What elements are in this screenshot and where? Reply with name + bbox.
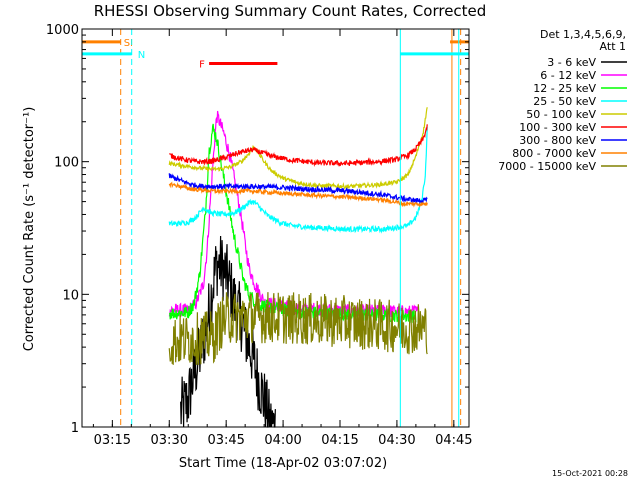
legend-label: 300 - 800 keV (519, 134, 596, 147)
legend-label: 100 - 300 keV (519, 121, 596, 134)
y-tick-label: 10 (62, 288, 79, 303)
x-tick-label: 03:15 (94, 433, 131, 448)
y-tick-label: 1 (71, 421, 79, 436)
timestamp: 15-Oct-2021 00:28 (552, 469, 628, 478)
axes: 03:15 03:30 03:45 04:00 04:15 04:30 04:45 1 10 10… (46, 23, 473, 448)
series-800-7000kev (168, 181, 428, 208)
chart-title: RHESSI Observing Summary Count Rates, Co… (94, 2, 487, 20)
series-layer (168, 107, 428, 428)
legend-label: 25 - 50 keV (533, 95, 596, 108)
legend-label: 800 - 7000 keV (512, 147, 596, 160)
legend-label: 7000 - 15000 keV (498, 160, 596, 173)
series-300-800kev (168, 173, 428, 206)
series-line-7000-15000kev (168, 292, 428, 365)
legend-header: Det 1,3,4,5,6,9, (540, 28, 626, 41)
series-25-50kev (168, 126, 428, 234)
x-axis-label: Start Time (18-Apr-02 03:07:02) (179, 456, 387, 471)
x-tick-label: 03:45 (207, 433, 244, 448)
x-tick-label: 04:00 (264, 433, 301, 448)
series-line-25-50kev (168, 126, 428, 234)
series-50-100kev (168, 107, 428, 190)
legend-label: 3 - 6 keV (547, 56, 596, 69)
x-tick-label: 04:15 (321, 433, 358, 448)
series-line-800-7000kev (168, 181, 428, 208)
y-axis-label: Corrected Count Rate (s⁻¹ detector⁻¹) (22, 107, 37, 352)
series-line-100-300kev (169, 124, 428, 167)
legend-label: 50 - 100 keV (526, 108, 596, 121)
attenuator-label: SI (124, 38, 133, 49)
legend-label: 6 - 12 keV (540, 69, 596, 82)
night-label: N (138, 50, 145, 61)
x-tick-label: 04:30 (378, 433, 415, 448)
x-tick-label: 03:30 (151, 433, 188, 448)
legend-label: 12 - 25 keV (533, 82, 596, 95)
series-line-50-100kev (168, 107, 428, 190)
x-tick-label: 04:45 (435, 433, 472, 448)
plot-frame (81, 28, 470, 428)
series-7000-15000kev (168, 292, 428, 365)
series-line-300-800kev (168, 173, 428, 206)
y-tick-label: 1000 (46, 23, 79, 38)
legend-header: Att 1 (600, 40, 626, 53)
series-100-300kev (169, 124, 428, 167)
flare-label: F (199, 59, 205, 70)
y-tick-label: 100 (54, 156, 79, 171)
